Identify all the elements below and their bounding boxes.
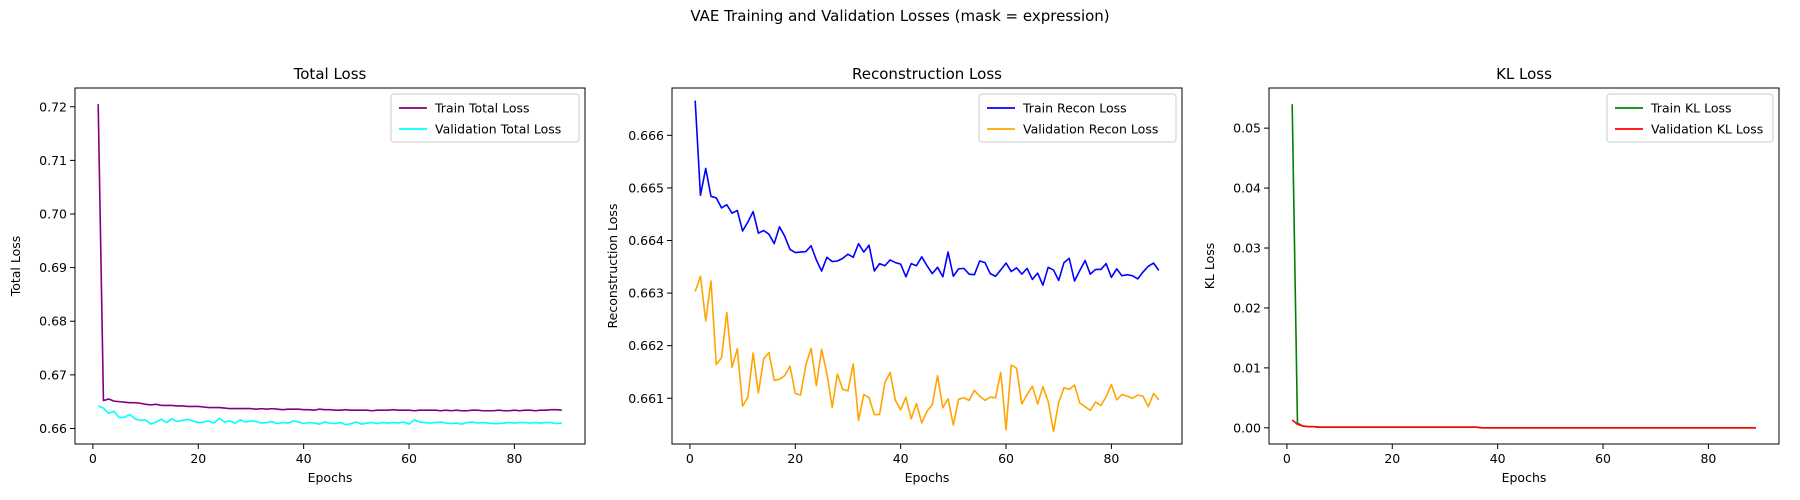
x-tick-label: 80 bbox=[506, 451, 522, 466]
legend-label-train-kl-loss: Train KL Loss bbox=[1650, 101, 1732, 116]
y-tick-label: 0.04 bbox=[1233, 181, 1261, 196]
y-tick-label: 0.68 bbox=[39, 314, 67, 329]
y-tick-label: 0.70 bbox=[39, 206, 67, 221]
x-tick-label: 40 bbox=[1490, 451, 1506, 466]
y-tick-label: 0.03 bbox=[1233, 241, 1261, 256]
series-line-train-recon-loss bbox=[694, 100, 1160, 286]
x-axis-label: Epochs bbox=[308, 470, 353, 485]
y-tick-label: 0.663 bbox=[628, 286, 664, 301]
x-tick-label: 20 bbox=[1384, 451, 1400, 466]
chart-title: Reconstruction Loss bbox=[852, 65, 1002, 83]
chart-title: Total Loss bbox=[293, 65, 367, 83]
x-tick-label: 60 bbox=[998, 451, 1014, 466]
figure-suptitle: VAE Training and Validation Losses (mask… bbox=[690, 7, 1109, 25]
legend: Train Total Loss Validation Total Loss bbox=[390, 93, 580, 143]
y-tick-label: 0.664 bbox=[628, 233, 664, 248]
y-axis-label: KL Loss bbox=[1202, 243, 1217, 290]
y-tick-label: 0.01 bbox=[1233, 360, 1261, 375]
y-tick-label: 0.05 bbox=[1233, 121, 1261, 136]
x-tick-label: 20 bbox=[190, 451, 206, 466]
legend-label-validation-kl-loss: Validation KL Loss bbox=[1651, 122, 1763, 137]
x-tick-label: 80 bbox=[1700, 451, 1716, 466]
x-tick-label: 60 bbox=[1595, 451, 1611, 466]
y-tick-label: 0.00 bbox=[1233, 420, 1261, 435]
y-tick-label: 0.661 bbox=[628, 391, 664, 406]
y-axis-label: Total Loss bbox=[8, 236, 23, 298]
y-tick-label: 0.02 bbox=[1233, 300, 1261, 315]
x-tick-label: 40 bbox=[893, 451, 909, 466]
axes-frame bbox=[1268, 87, 1780, 445]
chart-panel-kl-loss: 0 20 40 60 80 0.00 0.01 0.02 0.03 0.04 0.05 KL Loss… bbox=[1202, 65, 1780, 485]
chart-panel-total-loss: 0 20 40 60 80 0.66 0.67 0.68 0.69 0.70 0.71 0.72 Tot… bbox=[8, 65, 586, 485]
x-axis-label: Epochs bbox=[905, 470, 950, 485]
axes-frame bbox=[74, 87, 586, 445]
series-line-train-kl-loss bbox=[1291, 104, 1756, 429]
y-tick-label: 0.66 bbox=[39, 421, 67, 436]
y-tick-label: 0.72 bbox=[39, 99, 67, 114]
legend-label-train-total-loss: Train Total Loss bbox=[434, 101, 530, 116]
x-tick-label: 20 bbox=[787, 451, 803, 466]
x-tick-label: 0 bbox=[686, 451, 694, 466]
legend-label-validation-recon-loss: Validation Recon Loss bbox=[1023, 122, 1158, 137]
legend-label-validation-total-loss: Validation Total Loss bbox=[435, 122, 561, 137]
legend-box bbox=[1606, 93, 1774, 143]
y-tick-label: 0.665 bbox=[628, 180, 664, 195]
x-tick-label: 60 bbox=[401, 451, 417, 466]
y-tick-label: 0.69 bbox=[39, 260, 67, 275]
chart-title: KL Loss bbox=[1496, 65, 1552, 83]
legend-label-train-recon-loss: Train Recon Loss bbox=[1022, 101, 1127, 116]
series-line-train-total-loss bbox=[97, 104, 562, 412]
y-tick-label: 0.71 bbox=[39, 153, 67, 168]
y-tick-label: 0.67 bbox=[39, 367, 67, 382]
chart-panel-reconstruction-loss: 0 20 40 60 80 0.661 0.662 0.663 0.664 0.665 0.666 R… bbox=[605, 65, 1183, 485]
x-tick-label: 0 bbox=[1283, 451, 1291, 466]
legend-box bbox=[390, 93, 580, 143]
x-tick-label: 40 bbox=[296, 451, 312, 466]
series-line-validation-total-loss bbox=[97, 405, 562, 426]
axes-frame bbox=[671, 87, 1183, 445]
y-tick-label: 0.666 bbox=[628, 128, 664, 143]
x-tick-label: 80 bbox=[1103, 451, 1119, 466]
y-axis-label: Reconstruction Loss bbox=[605, 204, 620, 329]
series-line-validation-recon-loss bbox=[694, 275, 1160, 433]
x-tick-label: 0 bbox=[89, 451, 97, 466]
x-axis-label: Epochs bbox=[1502, 470, 1547, 485]
y-tick-label: 0.662 bbox=[628, 338, 664, 353]
legend: Train Recon Loss Validation Recon Loss bbox=[978, 93, 1177, 143]
series-line-validation-kl-loss bbox=[1291, 419, 1756, 429]
legend-box bbox=[978, 93, 1177, 143]
legend: Train KL Loss Validation KL Loss bbox=[1606, 93, 1774, 143]
